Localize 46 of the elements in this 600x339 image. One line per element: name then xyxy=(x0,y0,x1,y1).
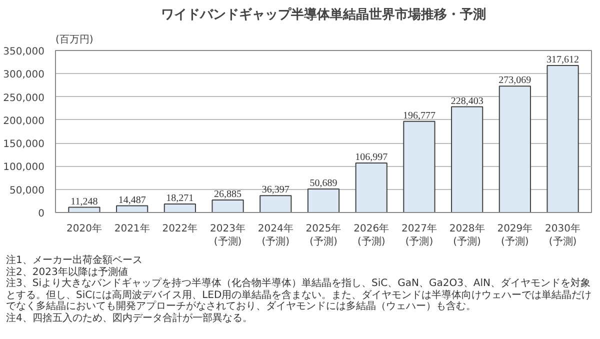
y-tick-label: 350,000 xyxy=(3,46,45,58)
y-tick-label: 0 xyxy=(38,208,45,220)
text: 注4、四捨五入のため、図内データ合計が一部異なる。 xyxy=(6,312,254,324)
data-label: 228,403 xyxy=(450,96,484,107)
bar xyxy=(403,120,436,212)
x-tick-label: 2028年 (予測) xyxy=(449,222,485,248)
y-tick-label: 300,000 xyxy=(3,70,45,81)
data-label: 317,612 xyxy=(546,54,580,66)
x-tick-label: 2021年 xyxy=(114,222,150,234)
y-tick-label: 200,000 xyxy=(3,116,45,127)
y-tick-label: 250,000 xyxy=(3,92,45,104)
data-label: 50,689 xyxy=(310,178,338,190)
x-tick-label: 2023年 (予測) xyxy=(210,222,246,248)
x-tick-label: 2030年 (予測) xyxy=(545,222,581,248)
y-axis-title: (百万円) xyxy=(56,34,94,46)
bar xyxy=(212,200,244,212)
bar xyxy=(546,64,579,212)
bar xyxy=(116,205,148,212)
data-label: 26,885 xyxy=(214,189,242,200)
x-tick-label: 2025年 (予測) xyxy=(306,222,342,248)
text: 注3、Siより大きなバンドギャップを持つ半導体（化合物半導体）単結晶を指し、SiC、GaN、Ga2O3、AlN、ダイヤモンドを対象とする。但し、SiCには高周波デバイス用、LED用の単結晶を含まない。また、ダイヤモンドは半導体向けウェハーでは単結晶だけでなく多結晶においても開発アプローチがなされており、ダイヤモンドには多結晶（ウェハー）も含む。 xyxy=(6,278,592,312)
bar xyxy=(164,204,196,212)
bar xyxy=(355,162,388,212)
x-tick-label: 2027年 (予測) xyxy=(401,222,437,248)
y-tick-label: 50,000 xyxy=(10,185,45,196)
y-tick-label: 150,000 xyxy=(3,139,45,150)
x-tick-label: 2022年 xyxy=(162,222,198,234)
text: 注1、メーカー出荷金額ベース xyxy=(6,255,144,266)
bar xyxy=(260,195,292,212)
data-label: 196,777 xyxy=(402,110,436,122)
data-label: 14,487 xyxy=(118,194,146,206)
chart-title: ワイドバンドギャップ半導体単結晶世界市場推移・予測 xyxy=(161,6,486,22)
x-tick-label: 2024年 (予測) xyxy=(258,222,294,248)
data-label: 18,271 xyxy=(166,193,194,204)
text: 注2、2023年以降は予測値 xyxy=(6,266,129,278)
x-tick-label: 2020年 xyxy=(66,222,102,234)
bar xyxy=(307,188,340,212)
y-tick-label: 100,000 xyxy=(3,162,45,174)
data-label: 11,248 xyxy=(70,196,98,208)
data-label: 106,997 xyxy=(355,152,388,163)
x-tick-label: 2026年 (予測) xyxy=(354,222,390,248)
data-label: 273,069 xyxy=(498,75,532,86)
data-label: 36,397 xyxy=(262,184,290,196)
bar xyxy=(451,106,484,212)
bar xyxy=(498,86,531,212)
x-tick-label: 2029年 (予測) xyxy=(497,222,533,248)
